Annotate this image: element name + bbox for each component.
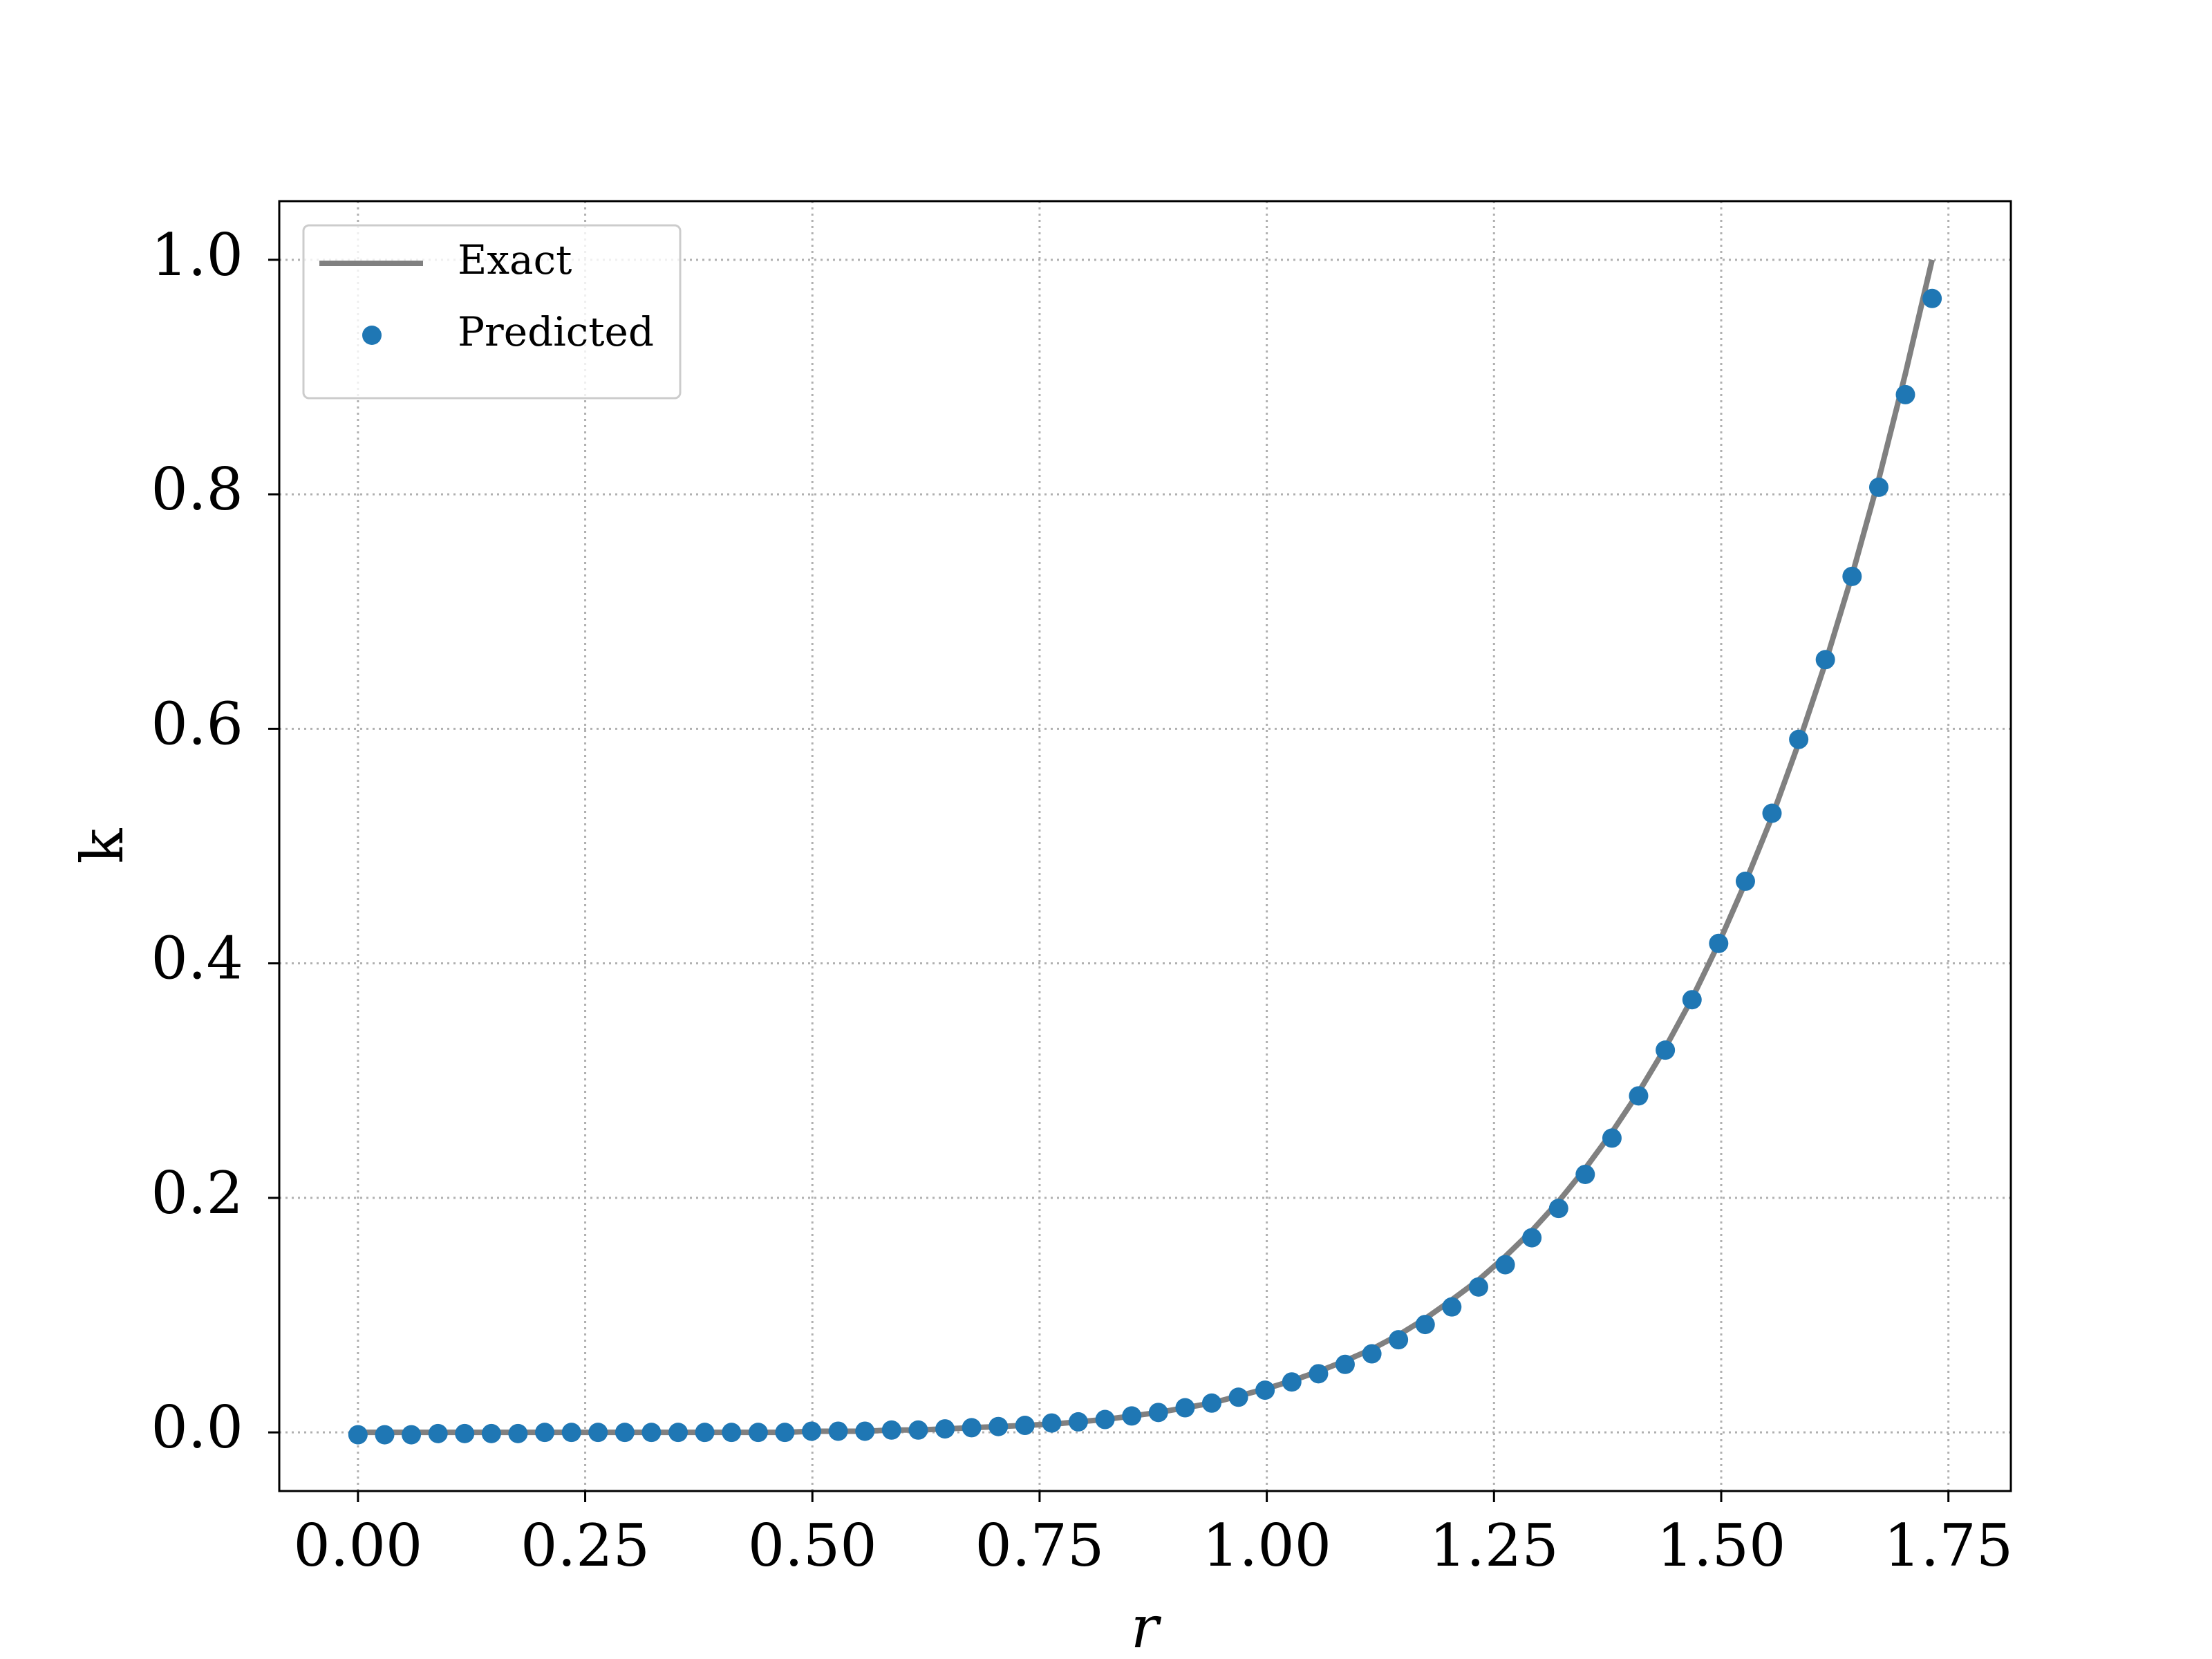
predicted-point [1735,871,1755,891]
predicted-point [1709,933,1729,953]
predicted-point [1309,1364,1329,1384]
predicted-point [1629,1086,1649,1106]
y-tick-label: 0.6 [151,690,243,758]
predicted-point [668,1423,688,1443]
predicted-point [828,1421,848,1441]
predicted-point [1602,1128,1622,1148]
x-tick-label: 0.25 [521,1512,650,1580]
predicted-point [1548,1199,1568,1219]
predicted-point [962,1418,982,1438]
predicted-point [508,1423,528,1443]
predicted-point [1575,1164,1595,1184]
predicted-point [1789,729,1809,749]
predicted-point [615,1423,635,1443]
predicted-point [428,1423,448,1443]
predicted-point [1656,1040,1676,1060]
legend-label: Exact [458,236,572,283]
legend-label: Predicted [458,308,654,355]
predicted-point [402,1425,422,1445]
legend-box [302,224,682,400]
predicted-point [1442,1297,1462,1317]
x-tick-label: 0.00 [293,1512,422,1580]
predicted-point [1175,1398,1195,1418]
predicted-point [1015,1416,1035,1436]
predicted-point [1282,1372,1302,1392]
predicted-point [855,1421,875,1441]
predicted-point [748,1423,768,1443]
predicted-point [1468,1277,1488,1297]
predicted-point [1922,288,1942,308]
y-tick-label: 0.2 [151,1159,243,1227]
predicted-point [481,1423,501,1443]
predicted-point [802,1421,822,1441]
y-tick-label: 0.8 [151,456,243,523]
y-tick-label: 0.0 [151,1394,243,1461]
predicted-point [1362,1344,1382,1364]
predicted-point [1042,1413,1062,1433]
predicted-point [1815,650,1835,670]
predicted-point [588,1423,608,1443]
plot-frame [278,200,2012,1492]
predicted-point [1522,1228,1542,1248]
predicted-point [1762,803,1782,823]
y-tick-label: 1.0 [151,221,243,289]
x-tick-label: 1.75 [1884,1512,2013,1580]
predicted-point [988,1416,1009,1436]
predicted-point [1895,384,1915,404]
x-tick-label: 1.00 [1202,1512,1331,1580]
predicted-point [1842,566,1862,586]
predicted-point [1495,1255,1515,1275]
predicted-point [1415,1315,1435,1335]
x-axis-label: r [1131,1593,1162,1659]
predicted-point [375,1425,395,1445]
predicted-point [561,1423,581,1443]
y-tick-label: 0.4 [151,925,243,993]
predicted-point [1095,1409,1115,1430]
predicted-point [935,1419,955,1439]
predicted-point [1148,1403,1168,1423]
predicted-point [881,1420,901,1440]
x-tick-label: 0.75 [975,1512,1104,1580]
predicted-point [535,1423,555,1443]
predicted-point [1228,1387,1248,1407]
predicted-point [348,1425,368,1445]
predicted-point [1682,990,1702,1010]
predicted-point [1868,477,1888,497]
x-tick-label: 1.25 [1430,1512,1559,1580]
predicted-point [1389,1330,1409,1350]
x-tick-label: 1.50 [1656,1512,1785,1580]
predicted-point [722,1423,742,1443]
predicted-point [455,1423,475,1443]
predicted-point [641,1423,662,1443]
predicted-point [695,1423,715,1443]
predicted-point [1335,1354,1355,1374]
legend-swatch [362,326,382,345]
predicted-point [1255,1380,1275,1400]
predicted-point [908,1420,928,1440]
y-axis-label: k [68,827,136,863]
predicted-point [775,1423,795,1443]
predicted-point [1122,1406,1142,1426]
predicted-point [1068,1412,1088,1432]
predicted-point [1201,1393,1221,1413]
x-tick-label: 0.50 [748,1512,877,1580]
